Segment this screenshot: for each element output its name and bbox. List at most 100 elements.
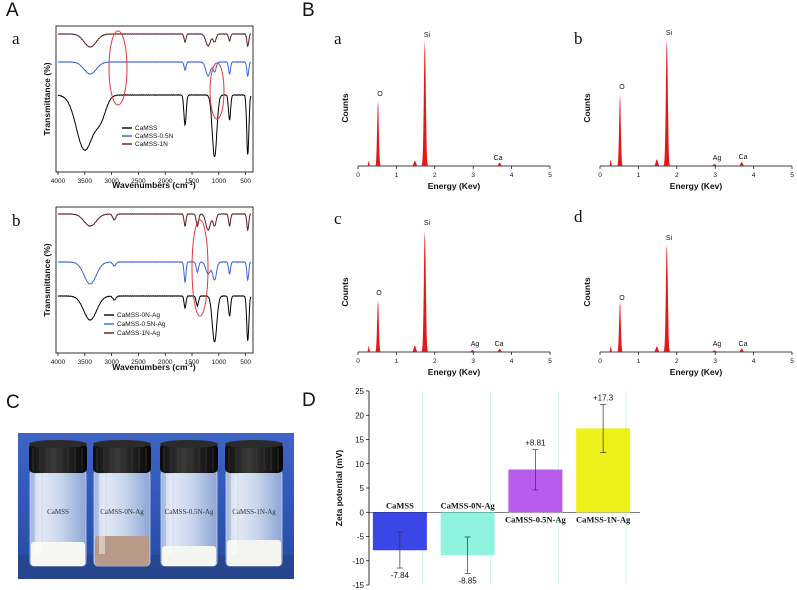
zeta-value-label: +17.3 xyxy=(593,394,614,403)
zeta-y-tick-label: 5 xyxy=(360,484,365,493)
eds-a-sublabel: a xyxy=(334,29,342,48)
ir-x-tick-label: 1000 xyxy=(212,359,227,366)
panel-label-b: B xyxy=(302,0,315,21)
ir-x-tick-label: 2000 xyxy=(158,359,173,366)
vial-label: CaMSS-1N-Ag xyxy=(232,508,276,516)
eds-b-peak-si: Si xyxy=(666,30,673,37)
eds-x-tick-label: 0 xyxy=(356,172,360,179)
eds-b-sublabel: b xyxy=(574,29,583,48)
eds-d-sublabel: d xyxy=(574,207,583,226)
zeta-category-label: CaMSS xyxy=(386,500,414,510)
ir-b-ylabel: Transmittance (%) xyxy=(42,243,52,316)
eds-c-ylabel: Counts xyxy=(340,277,350,307)
ir-b-legend-camss-0.5n-ag: CaMSS-0.5N-Ag xyxy=(117,321,166,328)
zeta-y-tick-label: -15 xyxy=(352,581,364,590)
photo-panel: CaMSS CaMSS-0N-Ag CaMSS-0.5N-Ag CaMSS-1N-Ag xyxy=(18,433,294,579)
zeta-category-label: CaMSS-1N-Ag xyxy=(576,514,631,524)
vial-glare xyxy=(35,474,41,554)
ir-a-highlight-ellipse-2 xyxy=(209,62,225,120)
zeta-y-tick-label: -5 xyxy=(357,533,365,542)
zeta-value-label: +8.81 xyxy=(525,439,546,448)
eds-b-spectrum xyxy=(600,39,792,166)
vial-cap xyxy=(29,443,87,473)
zeta-y-tick-label: 0 xyxy=(360,508,365,517)
eds-x-tick-label: 4 xyxy=(510,172,514,179)
eds-a-peak-si: Si xyxy=(424,32,431,39)
eds-x-tick-label: 3 xyxy=(471,172,475,179)
ir-x-tick-label: 3000 xyxy=(104,178,119,185)
eds-x-tick-label: 3 xyxy=(713,358,717,365)
eds-x-tick-label: 0 xyxy=(356,358,360,365)
ir-b-frame xyxy=(55,206,254,354)
zeta-value-label: -7.84 xyxy=(391,571,410,580)
ir-x-tick-label: 3000 xyxy=(104,359,119,366)
vial-glare xyxy=(99,474,105,554)
eds-a-peak-ca: Ca xyxy=(494,155,503,162)
eds-d-peak-ag: Ag xyxy=(713,341,722,348)
zeta-y-tick-label: 25 xyxy=(355,387,364,396)
ir-b-sublabel: b xyxy=(12,211,21,230)
eds-chart-d: d 0 1 2 3 4 5 Counts Energy (Kev) O Si Ag Ca xyxy=(574,207,794,377)
eds-d-peak-o: O xyxy=(619,295,625,302)
ir-x-tick-label: 1500 xyxy=(185,359,200,366)
vial-cap-top xyxy=(225,440,283,448)
ir-chart-b: b 4000 3500 3000 2500 2000 1500 1000 500 Transm… xyxy=(12,206,254,372)
zeta-y-tick-label: 10 xyxy=(355,460,364,469)
eds-chart-c: c 0 1 2 3 4 5 Counts Energy (Kev) O Si Ag Ca xyxy=(334,209,552,377)
ir-b-xlabel: Wavenumbers (cm-1) xyxy=(112,362,196,372)
eds-a-ylabel: Counts xyxy=(340,93,350,123)
ir-x-tick-label: 3500 xyxy=(78,178,93,185)
zeta-category-label: CaMSS-0.5N-Ag xyxy=(505,514,566,524)
ir-b-legend-camss-1n-ag: CaMSS-1N-Ag xyxy=(117,330,160,337)
ir-x-tick-label: 2500 xyxy=(131,178,146,185)
eds-chart-a: a 0 1 2 3 4 5 Counts Energy (Kev) O Si Ca xyxy=(334,29,552,191)
eds-a-peak-o: O xyxy=(377,91,383,98)
vial-cap xyxy=(225,443,283,473)
eds-x-tick-label: 1 xyxy=(637,172,641,179)
vial-2: CaMSS-0N-Ag xyxy=(93,440,151,567)
eds-c-sublabel: c xyxy=(334,209,342,228)
vial-cap-top xyxy=(93,440,151,448)
eds-c-peak-ag: Ag xyxy=(471,341,480,348)
ir-b-highlight-ellipse xyxy=(191,219,209,317)
eds-d-peak-si: Si xyxy=(666,235,673,242)
eds-x-tick-label: 1 xyxy=(637,358,641,365)
zeta-category-label: CaMSS-0N-Ag xyxy=(440,500,495,510)
vial-label: CaMSS xyxy=(47,508,69,516)
zeta-y-tick-label: 15 xyxy=(355,436,364,445)
eds-x-tick-label: 2 xyxy=(675,172,679,179)
ir-a-line-camss-1n xyxy=(57,33,252,48)
panel-label-a: A xyxy=(6,0,19,21)
eds-chart-b: b 0 1 2 3 4 5 Counts Energy (Kev) O Si Ag Ca xyxy=(574,29,794,191)
eds-c-spectrum xyxy=(358,231,550,352)
eds-d-xlabel: Energy (Kev) xyxy=(670,367,723,377)
vial-label: CaMSS-0N-Ag xyxy=(100,508,144,516)
ir-chart-a: a 4000 3500 3000 2500 2000 1500 1000 500 Transm… xyxy=(12,25,254,190)
eds-b-xlabel: Energy (Kev) xyxy=(670,181,723,191)
panel-label-c: C xyxy=(6,392,20,413)
zeta-ylabel: Zeta potential (mV) xyxy=(334,450,344,527)
eds-x-tick-label: 2 xyxy=(433,172,437,179)
eds-x-tick-label: 1 xyxy=(395,172,399,179)
eds-d-ylabel: Counts xyxy=(582,277,592,307)
ir-a-legend-camss-1n: CaMSS-1N xyxy=(135,141,168,148)
vial-powder xyxy=(95,536,149,566)
vial-cap-top xyxy=(160,440,218,448)
ir-x-tick-label: 500 xyxy=(240,178,251,185)
vial-cap-top xyxy=(29,440,87,448)
ir-x-tick-label: 2500 xyxy=(131,359,146,366)
ir-a-ylabel: Transmittance (%) xyxy=(42,62,52,135)
ir-b-line-camss-0n-ag xyxy=(57,295,252,343)
ir-x-tick-label: 4000 xyxy=(51,359,66,366)
ir-a-xlabel: Wavenumbers (cm-1) xyxy=(112,180,196,190)
eds-x-tick-label: 5 xyxy=(790,172,794,179)
ir-x-tick-label: 3500 xyxy=(78,359,93,366)
zeta-y-tick-label: 20 xyxy=(355,411,364,420)
eds-b-peak-ag: Ag xyxy=(713,155,722,162)
eds-b-ylabel: Counts xyxy=(582,93,592,123)
ir-x-tick-label: 2000 xyxy=(158,178,173,185)
eds-x-tick-label: 3 xyxy=(713,172,717,179)
ir-x-tick-label: 1000 xyxy=(212,178,227,185)
eds-x-tick-label: 5 xyxy=(548,358,552,365)
